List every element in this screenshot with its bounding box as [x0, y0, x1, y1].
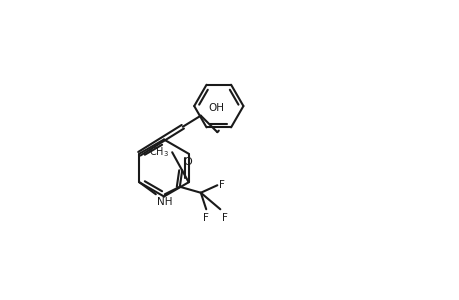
Text: NH: NH	[157, 197, 173, 207]
Text: F: F	[218, 180, 224, 190]
Text: F: F	[203, 213, 209, 223]
Text: O: O	[183, 157, 192, 167]
Text: OH: OH	[208, 103, 224, 112]
Text: CH$_3$: CH$_3$	[149, 145, 169, 159]
Text: F: F	[221, 213, 227, 223]
